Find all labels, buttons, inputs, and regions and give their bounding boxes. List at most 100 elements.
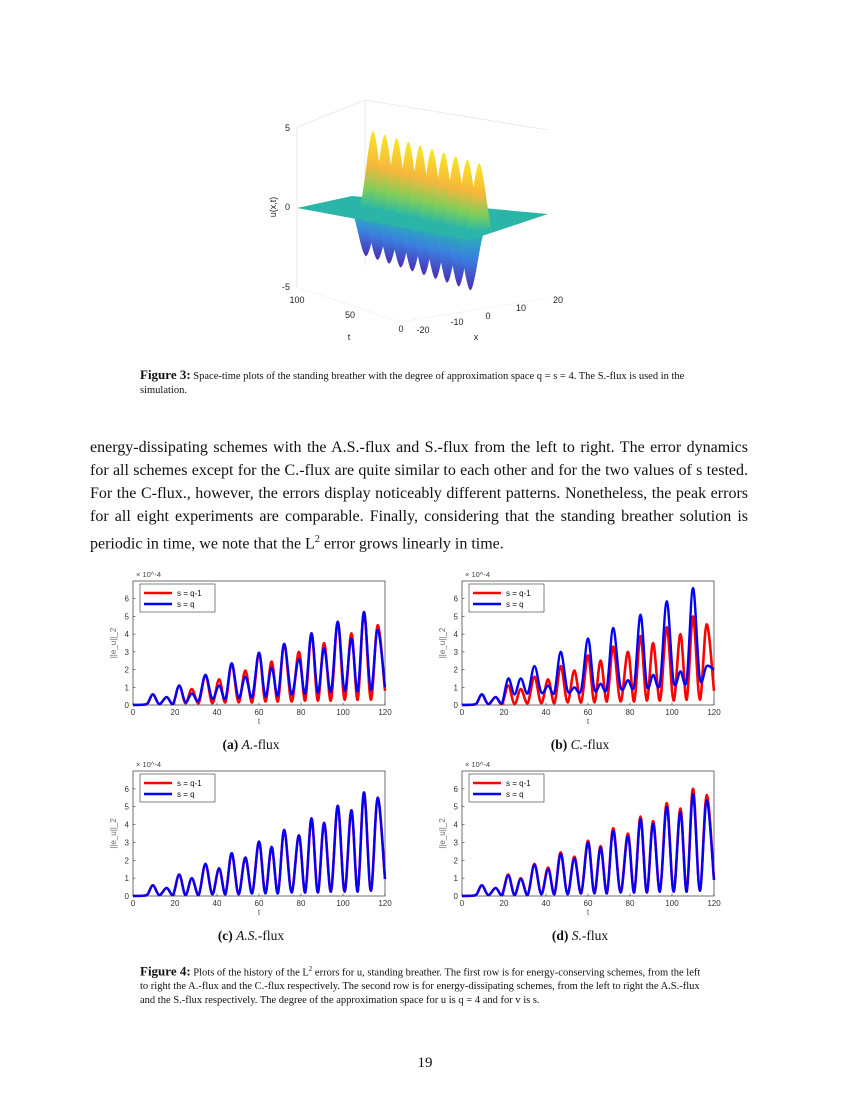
- legend-box: [139, 583, 216, 613]
- y-tick-label: 0: [454, 892, 459, 901]
- chart-C.-flux: 0 20 40 60 80 100 120 0 1 2 3 4 5 6 t ||e_u||_2 × 10^-4 s…: [438, 570, 721, 752]
- surface-troughs: [353, 212, 484, 291]
- y-tick-label: 6: [454, 595, 459, 604]
- x-tick-label: 40: [542, 899, 551, 908]
- legend-label: s = q-1: [506, 589, 531, 598]
- caption-text: Plots of the history of the L: [190, 967, 309, 979]
- surface-peak: [466, 163, 493, 232]
- surface-trough: [457, 233, 484, 291]
- y-axis-label: ||e_u||_2: [109, 818, 118, 849]
- t-tick: 0: [398, 324, 403, 334]
- z-axis-label: u(x,t): [268, 197, 278, 218]
- series-line-s-q: [132, 610, 387, 707]
- series-line-s-q: [461, 793, 716, 898]
- x-axis-label: t: [587, 717, 590, 726]
- subcaption: (c) A.S.-flux: [218, 928, 285, 943]
- y-tick-label: 3: [125, 648, 130, 657]
- x-tick-label: 0: [131, 899, 136, 908]
- legend-label: s = q: [506, 790, 524, 799]
- x-tick-label: 120: [707, 899, 721, 908]
- y-tick-label: 3: [454, 648, 459, 657]
- x-tick-label: 40: [213, 708, 222, 717]
- x-axis-label: x: [474, 332, 479, 342]
- y-tick-label: 6: [454, 785, 459, 794]
- y-tick-label: 1: [454, 874, 459, 883]
- x-tick: 10: [516, 303, 526, 313]
- x-tick-label: 80: [297, 708, 306, 717]
- t-tick: 50: [345, 310, 355, 320]
- y-tick-label: 3: [454, 838, 459, 847]
- x-tick-label: 80: [626, 899, 635, 908]
- t-tick: 100: [289, 295, 304, 305]
- x-tick-label: 20: [500, 708, 509, 717]
- x-tick-label: 0: [460, 708, 465, 717]
- x-tick-label: 20: [171, 899, 180, 908]
- legend-label: s = q-1: [506, 779, 531, 788]
- series-line-s-q: [461, 586, 715, 707]
- subcaption: (d) S.-flux: [552, 928, 608, 943]
- x-tick-label: 60: [584, 708, 593, 717]
- legend-box: [139, 773, 216, 803]
- axis-exponent: × 10^-4: [465, 570, 490, 579]
- x-tick-label: 40: [213, 899, 222, 908]
- paragraph-text: error grows linearly in time.: [319, 535, 504, 553]
- legend-label: s = q: [177, 790, 195, 799]
- x-tick-label: 100: [665, 899, 679, 908]
- chart-S.-flux: 0 20 40 60 80 100 120 0 1 2 3 4 5 6 t ||e_u||_2 × 10^-4 s…: [438, 760, 721, 943]
- y-tick-label: 4: [454, 630, 459, 639]
- x-tick: 0: [485, 311, 490, 321]
- series-line-s-q: [132, 791, 387, 898]
- figure3-caption: Figure 3: Space-time plots of the standi…: [140, 368, 700, 397]
- x-tick-label: 60: [584, 899, 593, 908]
- x-tick-label: 100: [665, 708, 679, 717]
- z-tick: 0: [285, 202, 290, 212]
- y-tick-label: 2: [454, 666, 459, 675]
- x-axis-label: t: [258, 717, 261, 726]
- x-tick: -10: [450, 317, 463, 327]
- figure3-surface-plot: 5 0 -5 u(x,t) 100 50 0 t -20 -10 0 10 20…: [268, 99, 563, 342]
- subcaption: (a) A.-flux: [223, 737, 280, 752]
- legend-box: [468, 583, 545, 613]
- x-tick-label: 80: [297, 899, 306, 908]
- x-tick-label: 100: [336, 708, 350, 717]
- axis-exponent: × 10^-4: [136, 570, 161, 579]
- y-tick-label: 2: [125, 666, 130, 675]
- y-tick-label: 4: [454, 821, 459, 830]
- x-tick-label: 20: [171, 708, 180, 717]
- legend-label: s = q: [506, 600, 524, 609]
- y-axis-label: ||e_u||_2: [438, 818, 447, 849]
- legend: s = q-1 s = q: [468, 583, 545, 613]
- y-tick-label: 5: [125, 803, 130, 812]
- x-tick-label: 60: [255, 708, 264, 717]
- legend-box: [468, 773, 545, 803]
- legend-label: s = q: [177, 600, 195, 609]
- t-axis-label: t: [348, 332, 351, 342]
- caption-text: Space-time plots of the standing breathe…: [140, 371, 685, 396]
- body-paragraph: energy-dissipating schemes with the A.S.…: [90, 436, 748, 555]
- y-tick-label: 3: [125, 838, 130, 847]
- x-tick-label: 0: [131, 708, 136, 717]
- y-axis-label: ||e_u||_2: [109, 627, 118, 658]
- z-tick: -5: [282, 282, 290, 292]
- x-tick-label: 60: [255, 899, 264, 908]
- superscript: 2: [308, 965, 313, 973]
- page-number: 19: [417, 1055, 433, 1071]
- y-tick-label: 5: [454, 803, 459, 812]
- y-tick-label: 0: [454, 701, 459, 710]
- x-axis-label: t: [258, 908, 261, 917]
- caption-text: errors for u, standing breather. The fir…: [140, 967, 701, 1006]
- x-tick-label: 80: [626, 708, 635, 717]
- x-tick-label: 20: [500, 899, 509, 908]
- surface-peaks: [360, 131, 493, 232]
- y-tick-label: 0: [125, 892, 130, 901]
- y-tick-label: 5: [454, 612, 459, 621]
- y-axis-label: ||e_u||_2: [438, 627, 447, 658]
- y-tick-label: 2: [454, 856, 459, 865]
- subcaption: (b) C.-flux: [551, 737, 610, 752]
- x-tick-label: 0: [460, 899, 465, 908]
- superscript: 2: [314, 534, 320, 545]
- caption-label: Figure 3:: [140, 367, 191, 382]
- chart-A.-flux: 0 20 40 60 80 100 120 0 1 2 3 4 5 6 t ||e_u||_2 × 10^-4 s…: [109, 570, 392, 752]
- figure4-caption: Figure 4: Plots of the history of the L2…: [140, 963, 710, 1007]
